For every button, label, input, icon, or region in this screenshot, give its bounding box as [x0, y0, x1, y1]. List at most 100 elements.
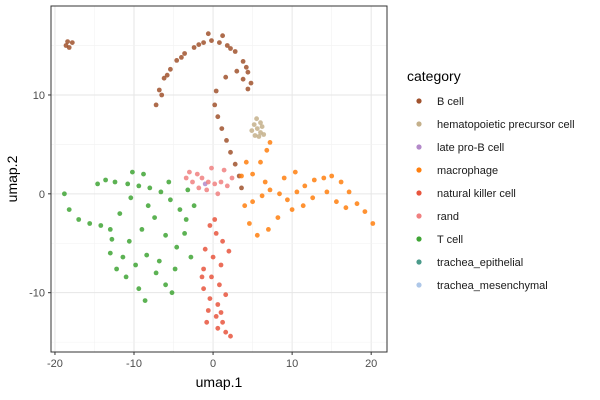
data-point	[169, 290, 175, 296]
data-point	[215, 114, 221, 120]
data-point	[76, 217, 82, 222]
data-point	[370, 221, 376, 226]
data-point	[194, 171, 200, 177]
data-point	[123, 274, 129, 280]
legend-key	[416, 144, 422, 150]
legend-label: late pro-B cell	[437, 142, 504, 154]
data-point	[346, 189, 352, 195]
series-t-cell	[62, 169, 197, 303]
series-rand	[183, 165, 235, 197]
grid-lines	[51, 6, 387, 352]
data-point	[164, 72, 170, 78]
data-point	[285, 197, 290, 203]
data-point	[228, 333, 233, 339]
data-point	[254, 116, 259, 122]
data-point	[266, 227, 271, 232]
axes: -20 -10 0 10 20 -10 0 10	[29, 90, 377, 370]
legend-key	[416, 213, 422, 219]
data-point	[256, 134, 262, 139]
data-point	[311, 177, 317, 183]
data-point	[218, 179, 224, 185]
data-point	[185, 187, 191, 193]
data-point	[215, 325, 221, 331]
data-point	[141, 171, 146, 177]
data-point	[300, 203, 306, 209]
y-tick-label: 0	[39, 189, 45, 201]
data-point	[172, 266, 178, 272]
legend-label: hematopoietic precursor cell	[437, 119, 575, 131]
data-point	[267, 140, 273, 145]
legend-key	[416, 167, 422, 173]
data-point	[182, 51, 188, 56]
data-point	[98, 223, 104, 228]
data-point	[168, 197, 173, 203]
data-point	[338, 179, 344, 185]
data-point	[161, 75, 167, 81]
data-point	[201, 286, 207, 292]
data-point	[128, 195, 134, 201]
data-point	[254, 126, 260, 131]
data-point	[107, 250, 113, 256]
data-point	[205, 179, 211, 185]
data-point	[153, 102, 159, 108]
data-point	[174, 58, 180, 63]
data-point	[163, 232, 169, 238]
data-point	[228, 46, 233, 51]
data-point	[252, 133, 258, 138]
data-point	[229, 175, 235, 181]
data-point	[126, 238, 132, 244]
data-point	[224, 43, 230, 48]
data-point	[343, 205, 349, 211]
data-point	[212, 102, 218, 108]
x-tick-label: -10	[126, 358, 142, 370]
data-point	[261, 132, 267, 137]
legend-key	[416, 282, 422, 288]
data-point	[207, 296, 213, 301]
data-point	[202, 246, 208, 252]
data-point	[152, 215, 158, 221]
legend-label: rand	[437, 211, 459, 223]
data-point	[210, 254, 216, 260]
x-tick-label: 10	[286, 358, 298, 370]
data-point	[191, 45, 197, 50]
legend-label: trachea_mesenchymal	[437, 280, 548, 292]
data-point	[205, 308, 211, 313]
data-point	[125, 181, 131, 187]
data-point	[87, 221, 93, 226]
data-point	[209, 38, 214, 43]
data-point	[201, 266, 207, 272]
data-point	[95, 181, 100, 187]
data-point	[217, 282, 222, 288]
legend-title: category	[407, 68, 461, 84]
data-point	[114, 266, 119, 272]
data-point	[258, 159, 263, 165]
data-point	[258, 120, 263, 126]
data-point	[212, 217, 218, 222]
legend-label: B cell	[437, 96, 464, 108]
data-point	[217, 40, 222, 45]
legend-key	[416, 236, 422, 242]
data-point	[196, 185, 202, 191]
data-point	[281, 175, 287, 181]
data-point	[144, 252, 150, 258]
data-points	[62, 31, 376, 339]
data-point	[259, 193, 265, 199]
data-point	[354, 201, 360, 207]
data-point	[232, 161, 238, 167]
data-point	[156, 258, 162, 264]
data-point	[277, 191, 282, 197]
data-point	[179, 55, 184, 60]
data-point	[142, 298, 148, 303]
data-point	[196, 42, 202, 47]
data-point	[248, 80, 254, 86]
data-point	[334, 199, 339, 205]
data-point	[62, 191, 67, 197]
data-point	[247, 221, 252, 226]
data-point	[213, 88, 219, 94]
data-point	[156, 87, 162, 93]
data-point	[136, 286, 142, 292]
data-point	[223, 292, 229, 298]
data-point	[250, 171, 256, 177]
data-point	[213, 314, 219, 319]
